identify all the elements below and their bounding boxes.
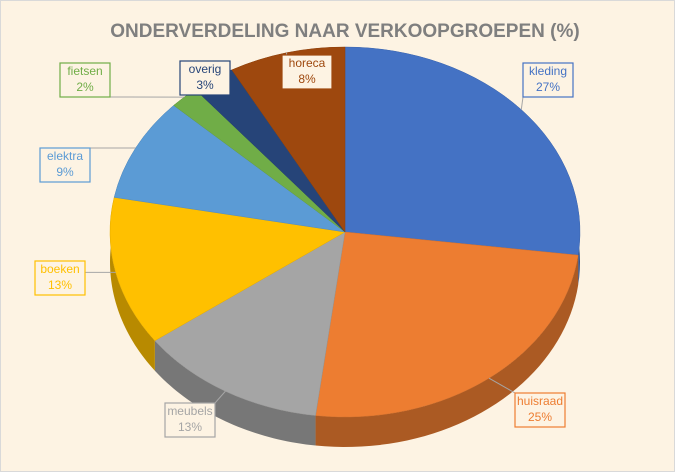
category-label: kleding: [529, 64, 567, 78]
leader-line: [488, 377, 516, 394]
label-box: [59, 62, 111, 98]
value-label: 13%: [48, 278, 72, 292]
category-label: meubels: [167, 404, 212, 418]
category-label: boeken: [40, 262, 79, 276]
slice-side: [315, 255, 579, 447]
label-box: [34, 260, 86, 296]
chart-title: ONDERVERDELING NAAR VERKOOPGROEPEN (%): [110, 21, 579, 42]
slice: [113, 105, 346, 233]
slice-side: [154, 340, 316, 446]
slice: [154, 231, 346, 416]
value-label: 8%: [298, 72, 316, 86]
value-label: 3%: [196, 78, 214, 92]
value-label: 2%: [76, 80, 94, 94]
leader-line: [520, 96, 524, 110]
label-box: [522, 62, 574, 98]
category-label: fietsen: [67, 64, 102, 78]
label-box: [514, 392, 566, 428]
slice: [315, 231, 579, 418]
value-label: 27%: [536, 80, 560, 94]
leader-line: [214, 390, 226, 404]
label-box: [281, 54, 333, 90]
category-label: huisraad: [517, 394, 563, 408]
value-label: 25%: [528, 410, 552, 424]
label-box: [179, 60, 231, 96]
label-box: [164, 402, 216, 438]
value-label: 9%: [56, 165, 74, 179]
category-label: overig: [189, 62, 222, 76]
slice-side: [110, 197, 155, 371]
category-label: elektra: [47, 149, 83, 163]
value-label: 13%: [178, 420, 202, 434]
label-box: [39, 147, 91, 183]
slice: [344, 46, 581, 256]
category-label: horeca: [289, 56, 326, 70]
